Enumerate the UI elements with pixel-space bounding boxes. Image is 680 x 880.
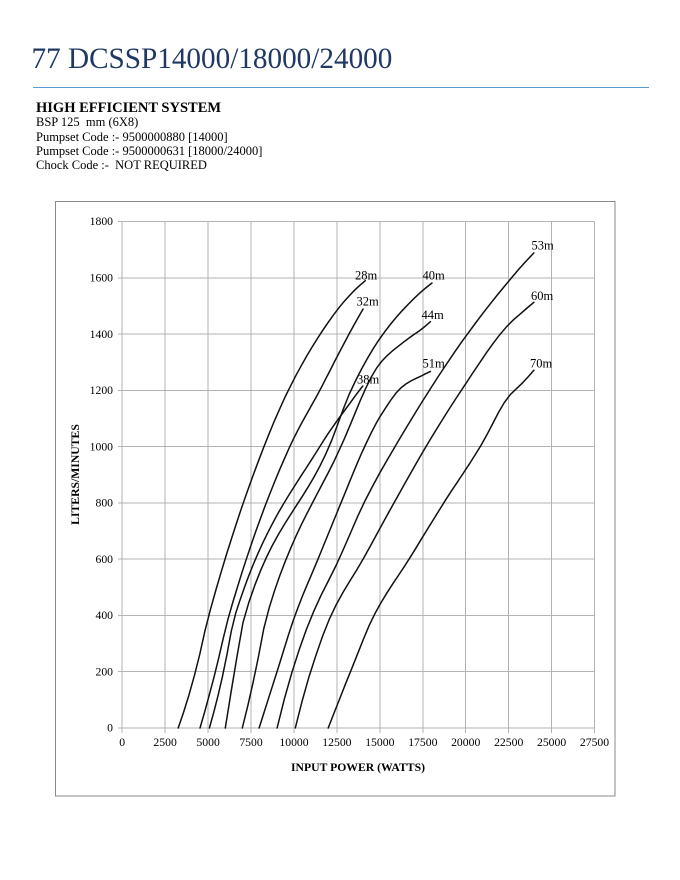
svg-text:12500: 12500	[322, 736, 351, 749]
svg-text:38m: 38m	[357, 373, 380, 387]
svg-text:51m: 51m	[423, 357, 446, 371]
svg-text:1000: 1000	[90, 440, 114, 453]
svg-text:600: 600	[95, 553, 113, 566]
svg-text:40m: 40m	[423, 269, 446, 283]
svg-text:32m: 32m	[357, 295, 380, 309]
svg-text:400: 400	[95, 609, 113, 622]
svg-text:7500: 7500	[239, 736, 263, 749]
svg-text:60m: 60m	[531, 289, 554, 303]
svg-text:0: 0	[119, 736, 125, 749]
svg-text:1800: 1800	[90, 215, 114, 228]
svg-text:0: 0	[107, 722, 113, 735]
svg-text:2500: 2500	[153, 736, 177, 749]
svg-text:10000: 10000	[279, 736, 308, 749]
svg-text:INPUT POWER (WATTS): INPUT POWER (WATTS)	[291, 761, 425, 774]
svg-text:1400: 1400	[90, 328, 114, 341]
svg-text:44m: 44m	[422, 308, 445, 322]
svg-text:25000: 25000	[537, 736, 566, 749]
svg-text:LITERS/MINUTES: LITERS/MINUTES	[69, 424, 82, 525]
svg-text:5000: 5000	[196, 736, 220, 749]
svg-text:27500: 27500	[580, 736, 609, 749]
svg-text:70m: 70m	[530, 357, 553, 371]
svg-text:17500: 17500	[408, 736, 437, 749]
svg-text:1600: 1600	[90, 272, 114, 285]
svg-text:22500: 22500	[494, 736, 523, 749]
svg-text:15000: 15000	[365, 736, 394, 749]
svg-text:1200: 1200	[90, 384, 114, 397]
svg-text:200: 200	[95, 665, 113, 678]
svg-text:20000: 20000	[451, 736, 480, 749]
svg-text:28m: 28m	[355, 269, 378, 283]
svg-text:800: 800	[95, 497, 113, 510]
svg-text:53m: 53m	[532, 239, 555, 253]
